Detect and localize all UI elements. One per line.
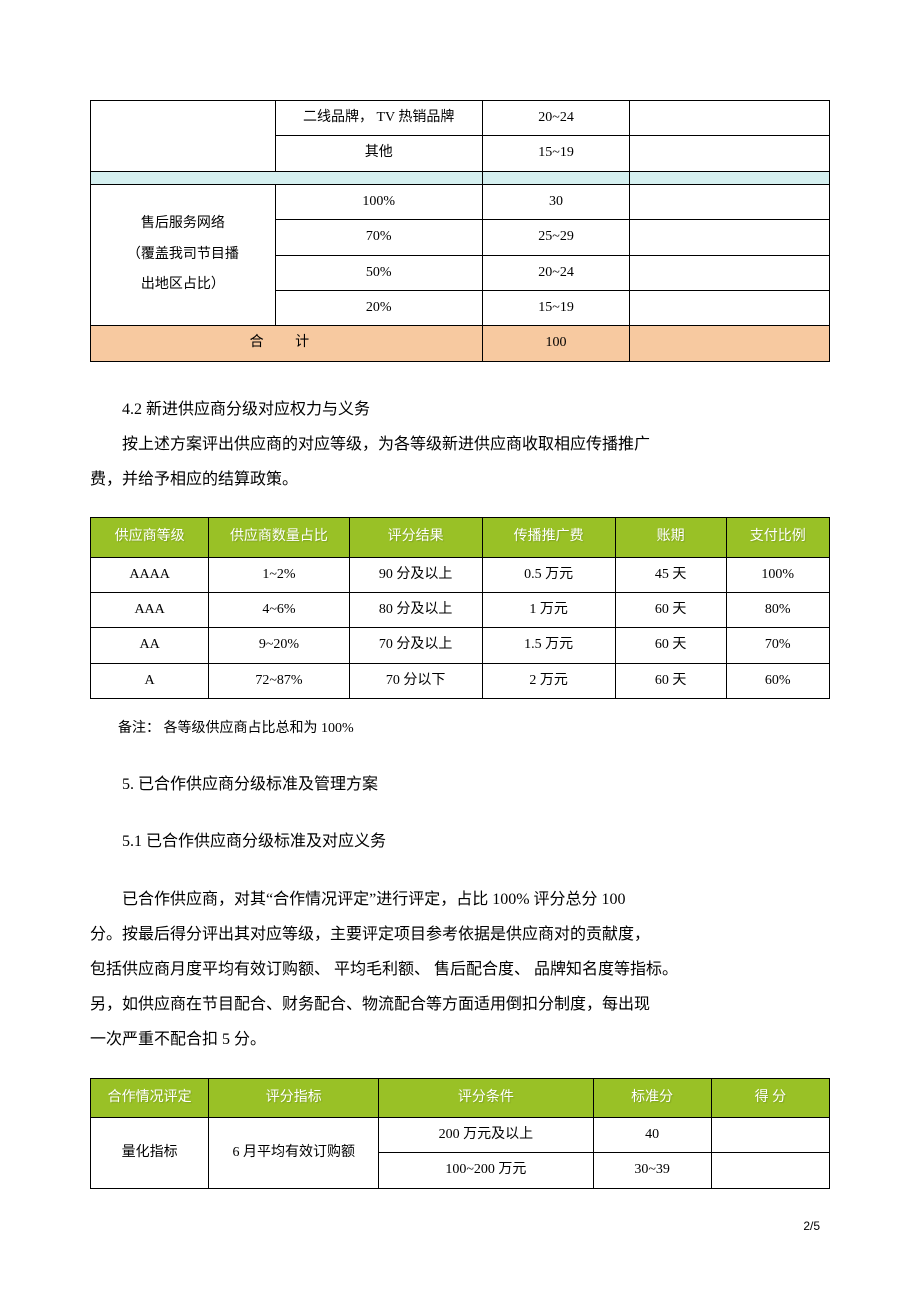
label-line: 出地区占比） [141,277,225,292]
cell-empty [711,1117,829,1152]
cell: 60 天 [615,628,726,663]
paragraph: 已合作供应商，对其“合作情况评定”进行评定，占比 100% 评分总分 100 [90,882,830,917]
col-header: 支付比例 [726,518,829,557]
col-header: 评分指标 [209,1078,379,1117]
cell: 20~24 [482,101,630,136]
cell: AA [91,628,209,663]
cell: 70% [726,628,829,663]
table-row: AA 9~20% 70 分及以上 1.5 万元 60 天 70% [91,628,830,663]
cell-rowlabel: 量化指标 [91,1117,209,1188]
table-row: 量化指标 6 月平均有效订购额 200 万元及以上 40 [91,1117,830,1152]
cell: 1~2% [209,557,349,592]
col-header: 供应商数量占比 [209,518,349,557]
cell-empty [91,171,483,184]
cell: 100% [726,557,829,592]
cell: 60% [726,663,829,698]
heading-5: 5. 已合作供应商分级标准及管理方案 [90,767,830,802]
heading-4-2: 4.2 新进供应商分级对应权力与义务 [90,392,830,427]
col-header: 合作情况评定 [91,1078,209,1117]
cell-section-label: 售后服务网络 （覆盖我司节目播 出地区占比） [91,184,276,326]
table-row: 售后服务网络 （覆盖我司节目播 出地区占比） 100% 30 [91,184,830,219]
table-row: AAAA 1~2% 90 分及以上 0.5 万元 45 天 100% [91,557,830,592]
cell-empty [91,101,276,172]
cell: 4~6% [209,593,349,628]
col-header: 得 分 [711,1078,829,1117]
table-supplier-grade: 供应商等级 供应商数量占比 评分结果 传播推广费 账期 支付比例 AAAA 1~… [90,517,830,699]
table-row: AAA 4~6% 80 分及以上 1 万元 60 天 80% [91,593,830,628]
heading-5-1: 5.1 已合作供应商分级标准及对应义务 [90,824,830,859]
col-header: 标准分 [593,1078,711,1117]
table-service-network: 二线品牌， TV 热销品牌 20~24 其他 15~19 售后服务网络 （覆盖我… [90,100,830,362]
cell-empty [630,255,830,290]
cell: 100~200 万元 [379,1153,593,1188]
paragraph: 按上述方案评出供应商的对应等级，为各等级新进供应商收取相应传播推广 [90,427,830,462]
paragraph: 费，并给予相应的结算政策。 [90,462,830,497]
cell: 0.5 万元 [482,557,615,592]
cell: 1.5 万元 [482,628,615,663]
col-header: 供应商等级 [91,518,209,557]
paragraph: 另，如供应商在节目配合、财务配合、物流配合等方面适用倒扣分制度，每出现 [90,987,830,1022]
cell: 70 分及以上 [349,628,482,663]
cell: 其他 [275,136,482,171]
document-page: 二线品牌， TV 热销品牌 20~24 其他 15~19 售后服务网络 （覆盖我… [0,0,920,1293]
col-header: 评分结果 [349,518,482,557]
table-evaluation: 合作情况评定 评分指标 评分条件 标准分 得 分 量化指标 6 月平均有效订购额… [90,1078,830,1189]
col-header: 账期 [615,518,726,557]
cell: 15~19 [482,290,630,325]
cell: 90 分及以上 [349,557,482,592]
cell: 60 天 [615,593,726,628]
cell-total-value: 100 [482,326,630,361]
paragraph: 分。按最后得分评出其对应等级，主要评定项目参考依据是供应商对的贡献度， [90,917,830,952]
cell-rowlabel: 6 月平均有效订购额 [209,1117,379,1188]
cell: 30 [482,184,630,219]
cell: 72~87% [209,663,349,698]
cell: 25~29 [482,220,630,255]
cell: 100% [275,184,482,219]
cell: A [91,663,209,698]
cell-empty [630,136,830,171]
label-line: （覆盖我司节目播 [127,247,239,262]
cell-empty [630,101,830,136]
cell: 30~39 [593,1153,711,1188]
cell-empty [630,326,830,361]
table-separator-row [91,171,830,184]
cell: 70 分以下 [349,663,482,698]
cell: AAA [91,593,209,628]
cell: 80 分及以上 [349,593,482,628]
cell: 45 天 [615,557,726,592]
table-note: 备注： 各等级供应商占比总和为 100% [90,717,830,737]
cell: 80% [726,593,829,628]
paragraph: 一次严重不配合扣 5 分。 [90,1022,830,1057]
cell-empty [711,1153,829,1188]
cell: 20~24 [482,255,630,290]
table-header-row: 供应商等级 供应商数量占比 评分结果 传播推广费 账期 支付比例 [91,518,830,557]
page-number: 2/5 [90,1219,830,1233]
table-header-row: 合作情况评定 评分指标 评分条件 标准分 得 分 [91,1078,830,1117]
cell: 70% [275,220,482,255]
cell: 15~19 [482,136,630,171]
cell: 二线品牌， TV 热销品牌 [275,101,482,136]
cell: 9~20% [209,628,349,663]
cell-total-label: 合 计 [91,326,483,361]
cell-empty [482,171,630,184]
cell-empty [630,171,830,184]
cell: 50% [275,255,482,290]
cell: 1 万元 [482,593,615,628]
cell: AAAA [91,557,209,592]
cell: 60 天 [615,663,726,698]
table-row: 二线品牌， TV 热销品牌 20~24 [91,101,830,136]
cell-empty [630,184,830,219]
cell: 40 [593,1117,711,1152]
table-row: A 72~87% 70 分以下 2 万元 60 天 60% [91,663,830,698]
col-header: 传播推广费 [482,518,615,557]
paragraph: 包括供应商月度平均有效订购额、 平均毛利额、 售后配合度、 品牌知名度等指标。 [90,952,830,987]
cell: 2 万元 [482,663,615,698]
label-line: 售后服务网络 [141,216,225,231]
cell-empty [630,220,830,255]
col-header: 评分条件 [379,1078,593,1117]
cell-empty [630,290,830,325]
table-total-row: 合 计 100 [91,326,830,361]
cell: 20% [275,290,482,325]
cell: 200 万元及以上 [379,1117,593,1152]
